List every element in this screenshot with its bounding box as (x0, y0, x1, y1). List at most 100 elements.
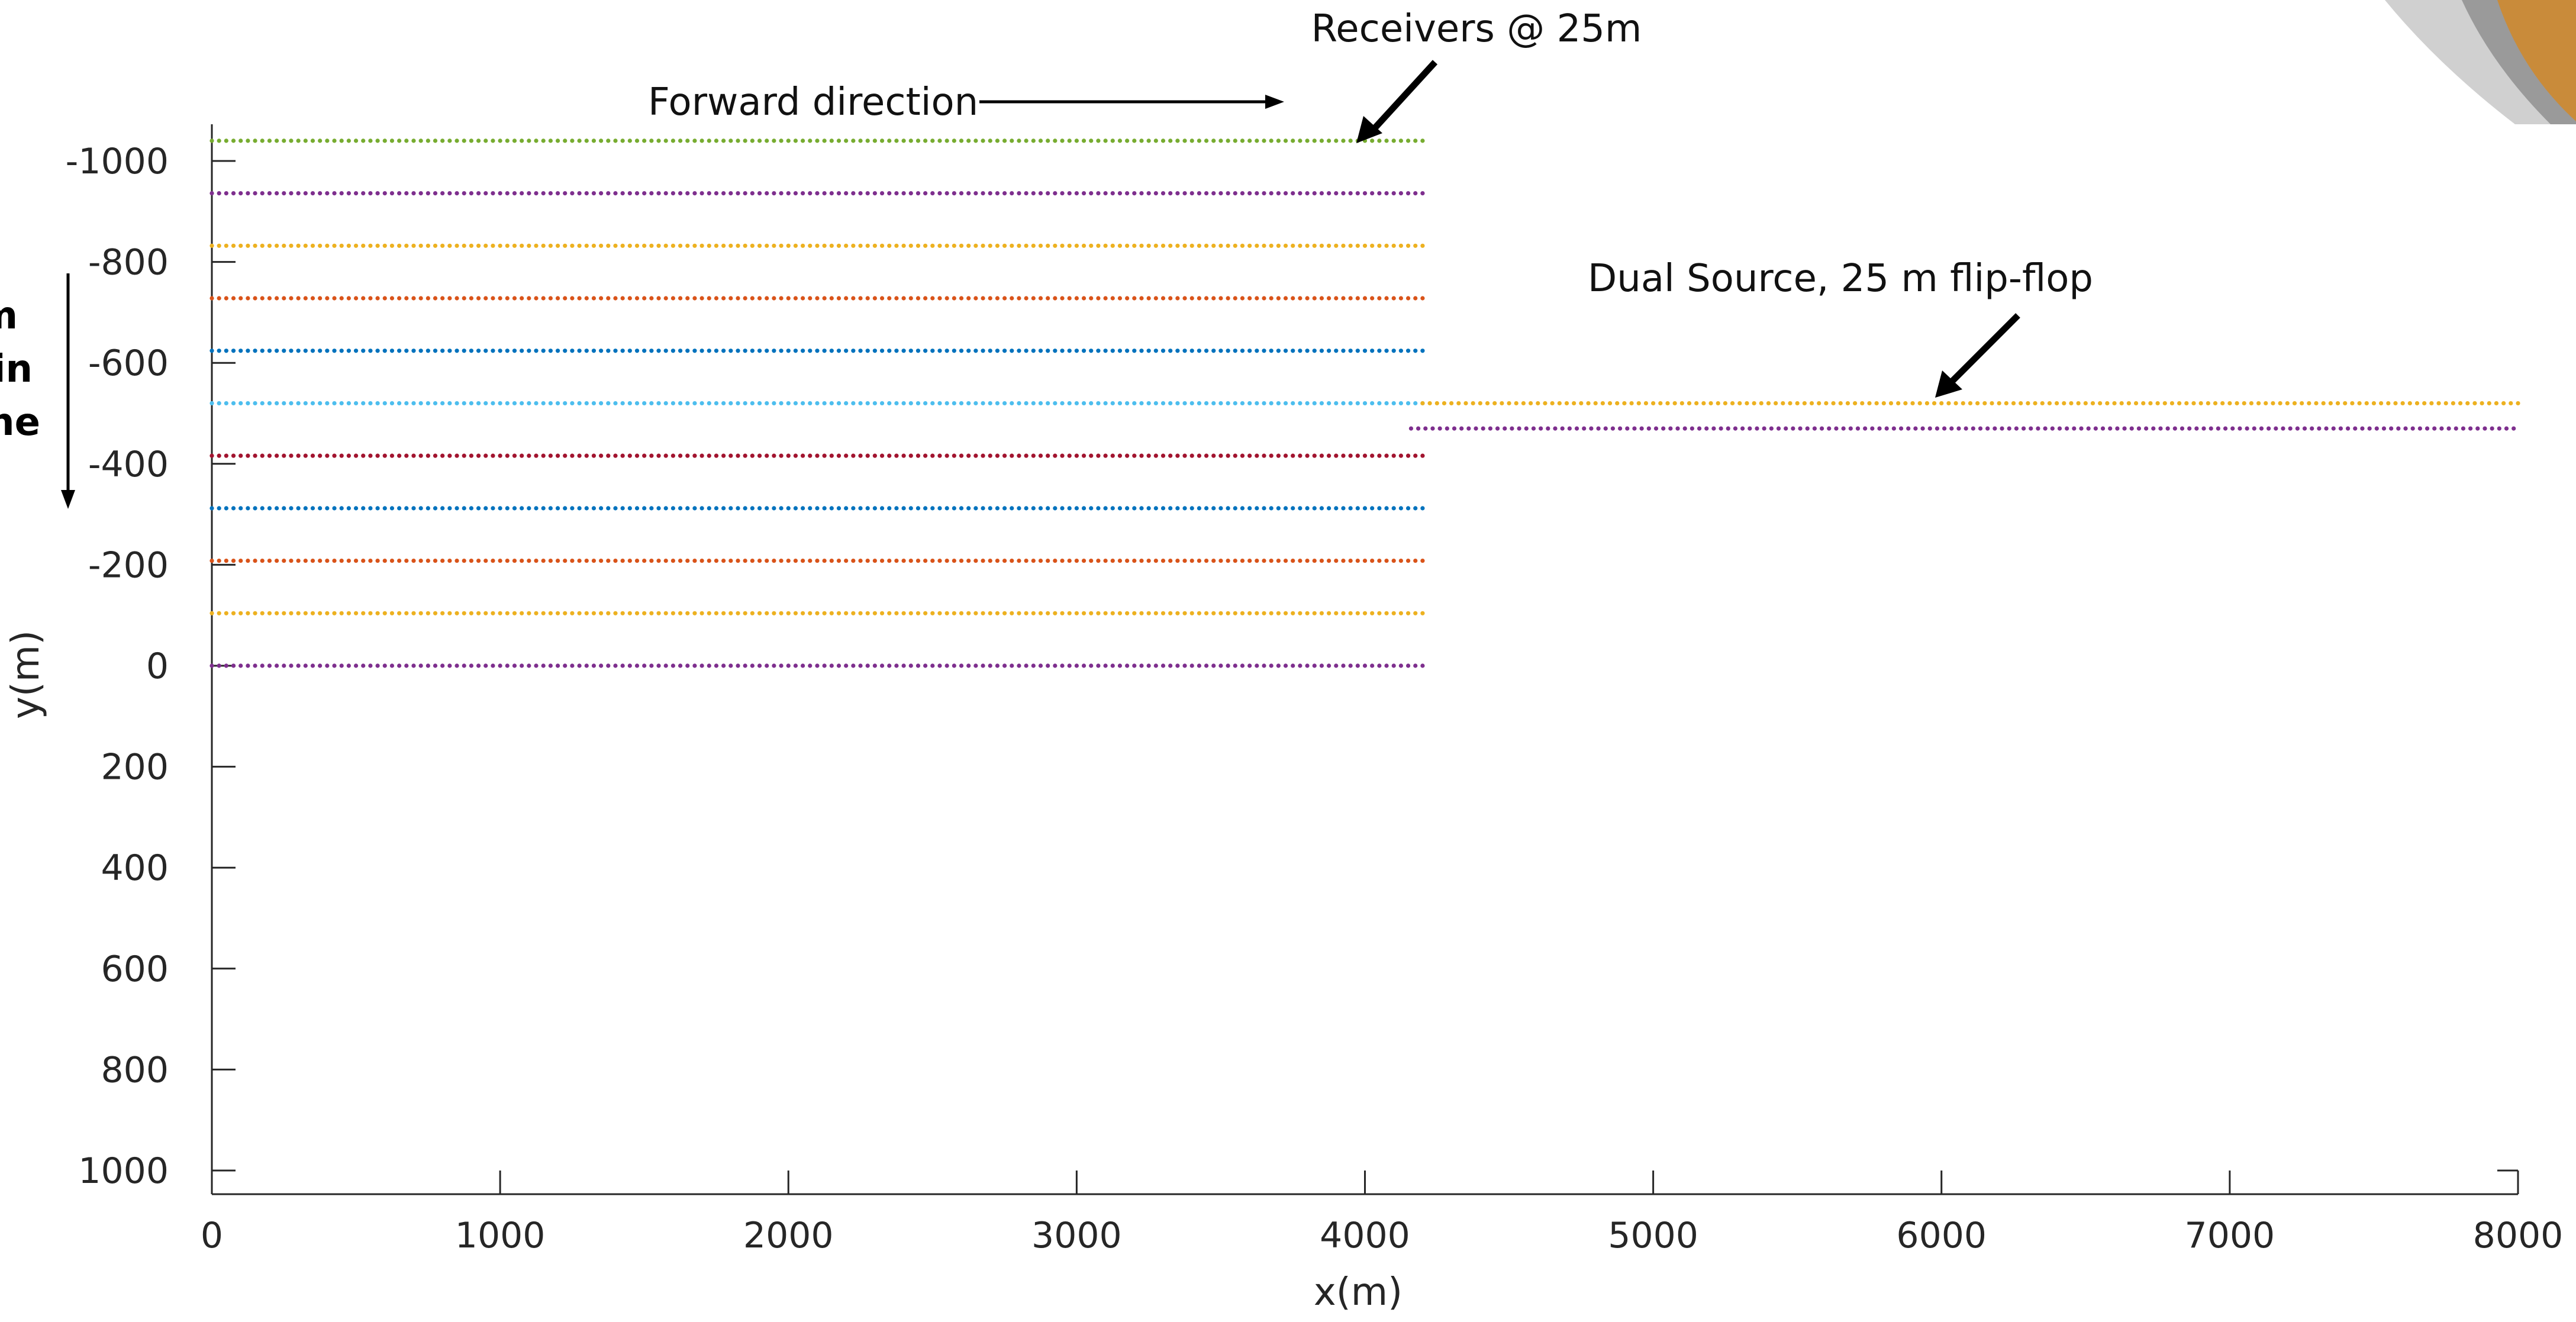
data-point (346, 611, 351, 615)
y-tick-label: -400 (88, 444, 169, 485)
data-point (844, 506, 849, 511)
data-point (1117, 453, 1123, 458)
data-point (649, 191, 654, 196)
data-point (1255, 349, 1259, 353)
data-point (1175, 558, 1180, 563)
data-point (296, 138, 301, 143)
data-point (836, 663, 842, 668)
data-point (937, 138, 942, 143)
data-point (217, 138, 221, 143)
data-point (1074, 243, 1079, 248)
data-point (1653, 426, 1659, 431)
data-point (844, 401, 849, 406)
data-point (1139, 401, 1144, 406)
data-point (1348, 611, 1353, 615)
data-point (454, 138, 459, 143)
data-point (1226, 191, 1230, 196)
data-point (1427, 401, 1432, 406)
data-point (296, 296, 301, 301)
data-point (1312, 401, 1317, 406)
data-point (325, 453, 330, 458)
data-point (2516, 401, 2520, 406)
data-point (1953, 401, 1958, 406)
data-point (1291, 401, 1295, 406)
data-point (476, 138, 481, 143)
data-point (433, 349, 438, 353)
data-point (1053, 349, 1058, 353)
data-point (584, 558, 589, 563)
data-point (750, 296, 755, 301)
data-point (1348, 296, 1353, 301)
data-point (209, 558, 214, 563)
data-point (642, 401, 647, 406)
data-point (707, 506, 711, 511)
data-point (1262, 349, 1266, 353)
data-point (1582, 426, 1587, 431)
data-point (1146, 401, 1151, 406)
data-point (1139, 138, 1144, 143)
data-point (1197, 243, 1202, 248)
y-tick-label: -1000 (66, 141, 169, 182)
data-point (1924, 401, 1929, 406)
data-point (1377, 243, 1382, 248)
data-point (253, 191, 257, 196)
data-point (339, 506, 344, 511)
data-point (736, 349, 740, 353)
data-point (1211, 349, 1216, 353)
data-point (793, 243, 798, 248)
data-point (289, 663, 294, 668)
data-point (224, 506, 228, 511)
data-point (512, 191, 517, 196)
data-point (2465, 401, 2470, 406)
data-point (527, 243, 531, 248)
data-point (844, 453, 849, 458)
data-point (1247, 663, 1252, 668)
data-point (505, 349, 510, 353)
data-point (469, 296, 474, 301)
data-point (930, 611, 935, 615)
data-point (2400, 401, 2405, 406)
side-text-line-1: m (0, 294, 18, 338)
data-point (1031, 243, 1036, 248)
data-point (246, 296, 250, 301)
data-point (1139, 663, 1144, 668)
data-point (310, 296, 315, 301)
data-point (692, 558, 697, 563)
data-point (1355, 453, 1360, 458)
data-point (368, 663, 373, 668)
data-point (1010, 243, 1014, 248)
data-point (548, 296, 553, 301)
data-point (1053, 453, 1058, 458)
data-point (627, 349, 632, 353)
data-point (808, 191, 813, 196)
data-point (966, 243, 971, 248)
data-point (944, 191, 949, 196)
data-point (1413, 296, 1418, 301)
data-point (1269, 401, 1274, 406)
data-point (793, 349, 798, 353)
data-point (1291, 506, 1295, 511)
data-point (346, 663, 351, 668)
data-point (1334, 558, 1339, 563)
data-point (981, 243, 985, 248)
data-point (584, 138, 589, 143)
data-point (1661, 426, 1666, 431)
data-point (1031, 506, 1036, 511)
data-point (1089, 663, 1094, 668)
data-point (699, 401, 704, 406)
data-point (1110, 663, 1115, 668)
data-point (2126, 401, 2131, 406)
data-point (238, 506, 243, 511)
data-point (1420, 191, 1425, 196)
data-point (959, 401, 964, 406)
data-point (872, 401, 877, 406)
data-point (447, 138, 452, 143)
data-point (346, 349, 351, 353)
data-point (1398, 138, 1403, 143)
data-point (1370, 611, 1375, 615)
data-point (527, 558, 531, 563)
data-point (2314, 401, 2319, 406)
data-point (339, 558, 344, 563)
data-point (1449, 401, 1454, 406)
data-point (2165, 426, 2170, 431)
